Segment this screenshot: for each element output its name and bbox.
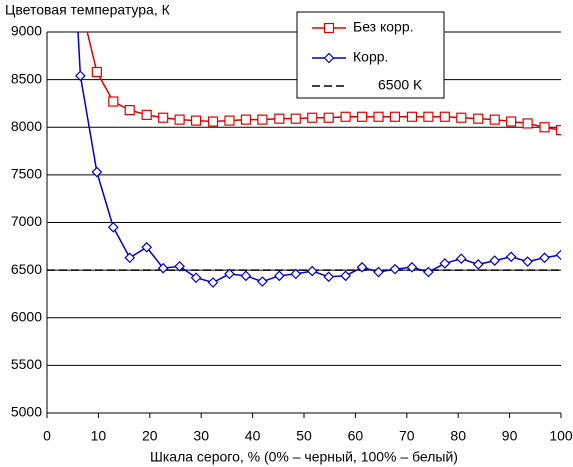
data-point (473, 113, 484, 124)
y-tick-label: 5500 (11, 356, 42, 372)
y-tick-label: 7500 (11, 166, 42, 182)
x-tick-label: 20 (142, 428, 158, 444)
x-tick-label: 80 (450, 428, 466, 444)
legend-marker (323, 52, 335, 64)
y-tick-label: 5000 (11, 404, 42, 420)
data-point (539, 252, 550, 264)
data-point (539, 122, 550, 133)
data-point (75, 70, 86, 82)
y-tick-label: 9000 (11, 23, 42, 39)
x-tick-label: 50 (296, 428, 312, 444)
data-point (389, 263, 401, 275)
data-point (323, 271, 335, 283)
data-point (224, 115, 235, 126)
y-tick-label: 8000 (11, 118, 42, 134)
data-point (472, 259, 484, 270)
data-point (406, 261, 418, 273)
legend-label: Без корр. (353, 19, 414, 35)
x-tick-label: 60 (348, 428, 364, 444)
data-point (174, 260, 185, 272)
data-point (340, 111, 351, 122)
x-tick-label: 90 (502, 428, 518, 444)
data-point (141, 109, 152, 120)
data-point (356, 261, 368, 273)
data-point (439, 258, 451, 269)
data-point (124, 252, 136, 264)
chart-title: Цветовая температура, К (5, 2, 171, 18)
legend-label: Корр. (353, 49, 388, 65)
data-point (207, 277, 219, 288)
data-point (157, 262, 169, 274)
data-point (141, 241, 153, 253)
data-point (307, 112, 318, 123)
x-tick-label: 70 (399, 428, 415, 444)
plot (47, 32, 561, 288)
data-point (190, 272, 202, 284)
data-point (406, 111, 418, 122)
y-tick-label: 6000 (11, 308, 42, 324)
data-point (306, 265, 318, 277)
data-point (190, 115, 202, 126)
y-tick-label: 8500 (11, 70, 42, 86)
legend-box (296, 11, 445, 99)
data-point (290, 113, 301, 124)
data-point (273, 270, 285, 282)
data-point (522, 256, 533, 267)
data-point (224, 268, 235, 280)
data-point (356, 111, 368, 122)
data-point (240, 270, 252, 282)
data-point (423, 266, 434, 278)
data-point (455, 253, 467, 265)
legend-marker (323, 22, 335, 34)
data-point (456, 112, 467, 123)
x-tick-label: 0 (43, 428, 51, 444)
data-point (373, 111, 384, 122)
data-point (555, 249, 561, 261)
data-point (323, 112, 334, 123)
x-tick-label: 40 (245, 428, 261, 444)
y-tick-label: 6500 (11, 261, 42, 277)
data-point (389, 111, 401, 122)
data-point (423, 111, 434, 122)
x-tick-label: 10 (91, 428, 107, 444)
data-point (340, 270, 351, 282)
data-point (439, 111, 450, 122)
data-point (522, 118, 533, 129)
data-point (108, 96, 119, 107)
data-point (124, 105, 135, 116)
data-point (373, 266, 384, 278)
data-point (257, 114, 268, 125)
data-point (240, 114, 252, 125)
x-axis-label: Шкала серого, % (0% – черный, 100% – бел… (150, 449, 458, 465)
data-point (107, 221, 119, 233)
data-point (290, 268, 302, 280)
data-point (489, 114, 500, 125)
data-point (506, 116, 517, 127)
x-tick-label: 30 (193, 428, 209, 444)
data-point (158, 112, 169, 123)
data-point (505, 251, 517, 263)
data-point (174, 114, 185, 125)
data-point (91, 166, 103, 178)
data-point (489, 255, 501, 266)
x-tick-label: 100 (549, 428, 573, 444)
y-tick-label: 7000 (11, 213, 42, 229)
legend-label: 6500 K (378, 77, 423, 93)
data-point (91, 66, 102, 78)
data-point (555, 125, 561, 136)
data-point (207, 116, 219, 127)
data-point (257, 276, 268, 287)
data-point (274, 113, 285, 124)
